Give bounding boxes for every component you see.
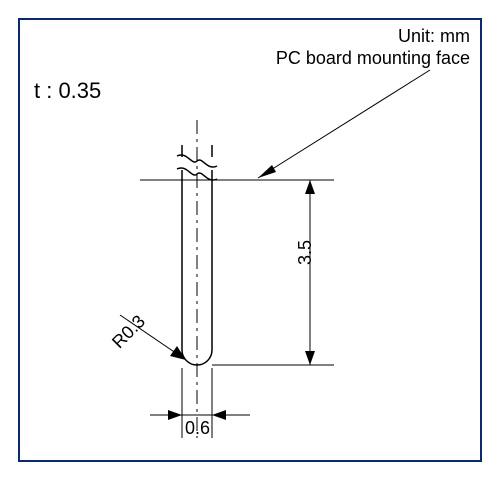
radius-leader-arrow xyxy=(170,346,186,360)
diagram-svg xyxy=(20,20,480,460)
face-leader-arrow xyxy=(258,165,276,178)
drawing-frame: Unit: mm PC board mounting face t : 0.35… xyxy=(18,18,482,462)
face-leader xyxy=(258,70,430,178)
